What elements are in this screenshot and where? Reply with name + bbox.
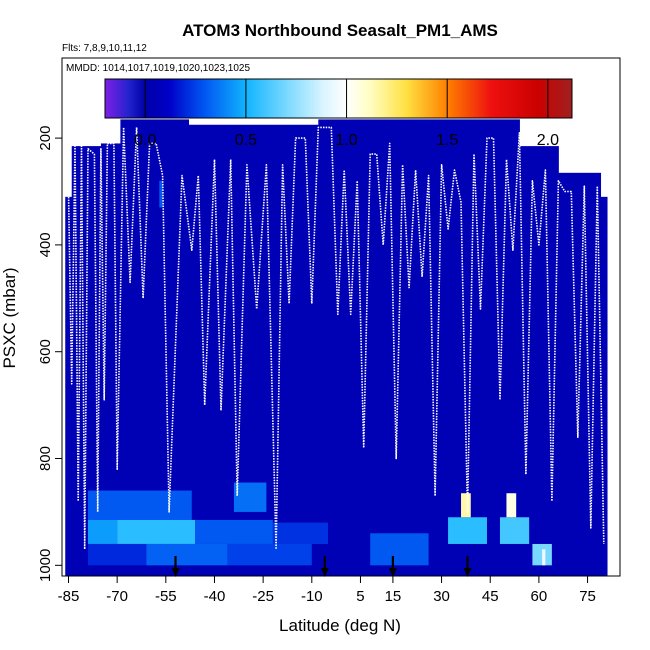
y-tick-label: 200 xyxy=(37,126,54,151)
heatmap-column-5 xyxy=(318,119,520,576)
arrow-head xyxy=(171,568,180,577)
colorbar-tick-label: 1.5 xyxy=(436,132,458,149)
y-tick-label: 600 xyxy=(37,339,54,364)
x-tick-label: 75 xyxy=(579,588,596,605)
heatmap-cell-9 xyxy=(370,533,429,566)
direction-arrow-2 xyxy=(388,556,397,577)
direction-arrow-3 xyxy=(463,556,472,577)
arrow-head xyxy=(320,568,329,577)
y-axis-label: PSXC (mbar) xyxy=(0,267,19,368)
heatmap-cell-3 xyxy=(117,519,196,544)
x-tick-label: -55 xyxy=(155,588,177,605)
heatmap-column-2 xyxy=(100,143,121,576)
direction-arrow-0 xyxy=(171,556,180,577)
x-tick-label: 30 xyxy=(433,588,450,605)
colorbar-tick-label: 0.0 xyxy=(134,132,156,149)
heatmap-cell-5 xyxy=(272,522,329,544)
arrow-head xyxy=(388,568,397,577)
chart-title: ATOM3 Northbound Seasalt_PM1_AMS xyxy=(182,21,498,40)
y-axis: 200 400 600 800 1000 xyxy=(37,126,62,582)
flight-track-layer xyxy=(67,126,605,551)
flight-track-line xyxy=(67,126,605,551)
heatmap-cell-0 xyxy=(87,490,192,520)
arrow-head xyxy=(463,568,472,577)
colorbar: 0.0 0.5 1.0 1.5 2.0 xyxy=(104,78,573,149)
heatmap-layer xyxy=(65,119,608,576)
heatmap-cell-13 xyxy=(506,493,517,518)
y-tick-label: 1000 xyxy=(37,549,54,582)
heatmap-column-8 xyxy=(600,196,608,576)
direction-arrow-1 xyxy=(320,556,329,577)
heatmap-cell-1 xyxy=(233,482,267,512)
x-tick-label: -70 xyxy=(106,588,128,605)
heatmap-cell-7 xyxy=(146,543,228,566)
plot-frame xyxy=(61,57,621,577)
heatmap-cell-10 xyxy=(448,517,487,544)
x-tick-label: 5 xyxy=(356,588,364,605)
x-tick-label: -85 xyxy=(58,588,80,605)
heatmap-column-0 xyxy=(65,196,73,576)
colorbar-tick-label: 0.5 xyxy=(235,132,257,149)
dates-label: MMDD: 1014,1017,1019,1020,1023,1025 xyxy=(66,63,250,74)
heatmap-column-6 xyxy=(519,146,559,576)
x-tick-label: 45 xyxy=(482,588,499,605)
heatmap-cell-12 xyxy=(499,517,530,544)
flights-label: Flts: 7,8,9,10,11,12 xyxy=(62,43,147,54)
colorbar-tick-label: 1.0 xyxy=(335,132,357,149)
y-tick-label: 800 xyxy=(37,446,54,471)
x-tick-label: 60 xyxy=(531,588,548,605)
arrow-layer xyxy=(171,556,472,577)
heatmap-cell-16 xyxy=(159,180,163,208)
x-tick-label: -10 xyxy=(301,588,323,605)
heatmap-cell-8 xyxy=(227,543,312,566)
heatmap-cell-15 xyxy=(542,549,546,566)
colorbar-gradient xyxy=(104,78,573,119)
heatmap-cell-2 xyxy=(87,519,118,544)
heatmap-cell-4 xyxy=(195,519,273,544)
x-axis-label: Latitude (deg N) xyxy=(279,616,401,635)
heatmap-cell-6 xyxy=(87,543,147,566)
x-tick-label: -40 xyxy=(204,588,226,605)
x-tick-label: 15 xyxy=(385,588,402,605)
heatmap-column-7 xyxy=(558,172,602,576)
x-tick-label: -25 xyxy=(252,588,274,605)
y-tick-label: 400 xyxy=(37,232,54,257)
x-axis: -85 -70 -55 -40 -25 -10 5 15 30 45 60 75 xyxy=(58,576,596,605)
colorbar-tick-label: 2.0 xyxy=(537,132,559,149)
heatmap-cell-11 xyxy=(461,493,471,518)
